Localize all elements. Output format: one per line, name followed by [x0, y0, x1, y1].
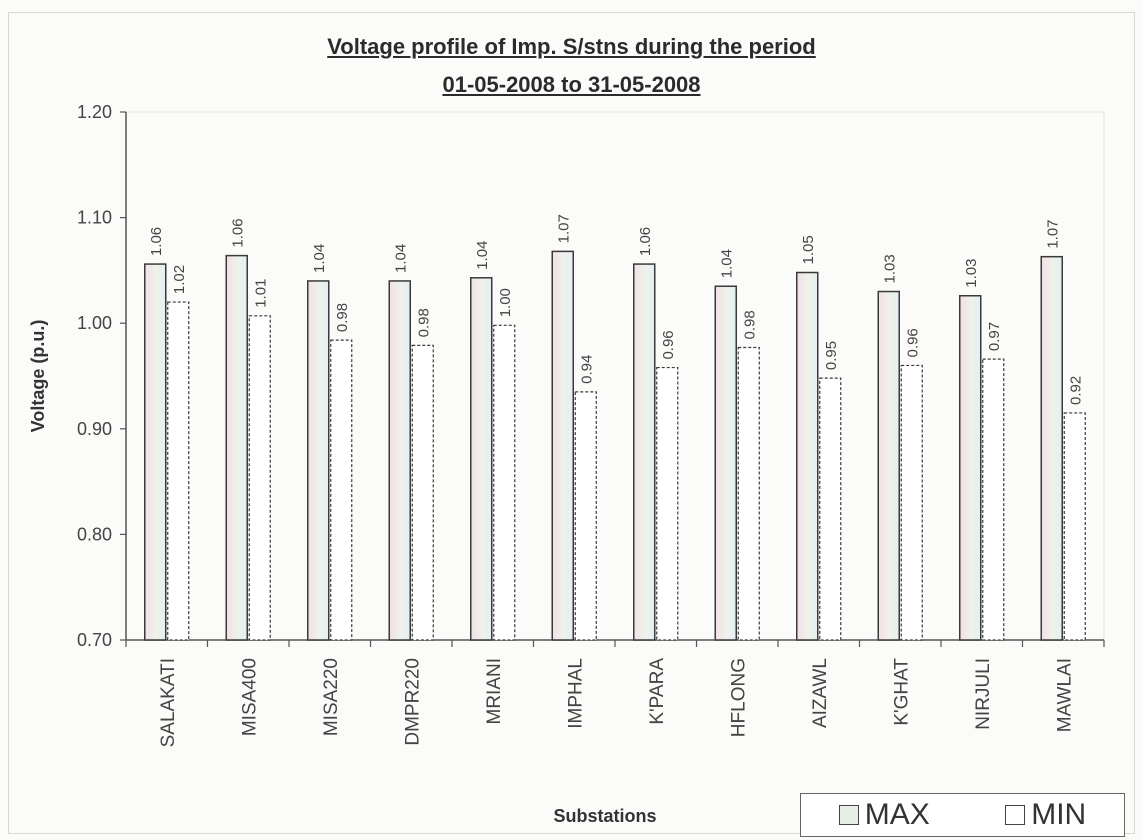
bar-min — [737, 346, 760, 641]
data-label-max: 1.04 — [311, 244, 328, 273]
data-label-max: 1.05 — [800, 235, 817, 264]
x-tick-label: K'GHAT — [891, 658, 912, 726]
bar-min — [330, 339, 353, 641]
x-tick-label: HFLONG — [728, 658, 749, 737]
bar-max — [144, 263, 167, 641]
data-label-min: 0.98 — [334, 303, 351, 332]
y-tick-label: 1.00 — [77, 313, 112, 333]
x-tick-label: K'PARA — [647, 658, 668, 725]
data-label-min: 0.94 — [579, 355, 596, 384]
y-tick-label: 0.90 — [77, 419, 112, 439]
legend-label-min: MIN — [1031, 798, 1087, 831]
data-label-min: 0.95 — [823, 341, 840, 370]
bar-min — [493, 324, 516, 641]
legend-item-max: MAX — [838, 798, 930, 832]
data-label-min: 0.98 — [416, 308, 433, 337]
data-label-max: 1.04 — [719, 249, 736, 278]
legend-swatch-max — [838, 805, 859, 825]
bar-min — [656, 366, 679, 641]
data-label-max: 1.07 — [1045, 219, 1062, 248]
x-tick-label: SALAKATI — [158, 658, 179, 747]
x-tick-label: NIRJULI — [973, 658, 994, 730]
x-tick-label: IMPHAL — [565, 658, 586, 729]
chart-subtitle: 01-05-2008 to 31-05-2008 — [442, 72, 701, 97]
legend-item-min: MIN — [1005, 798, 1086, 832]
bar-max — [551, 250, 574, 641]
data-label-min: 0.96 — [905, 328, 922, 357]
chart-frame — [8, 12, 1135, 834]
bar-max — [225, 254, 248, 641]
data-label-max: 1.04 — [474, 241, 491, 270]
x-tick-label: MISA220 — [321, 658, 342, 736]
bar-max — [959, 294, 982, 641]
bar-min — [1063, 412, 1086, 641]
data-label-min: 0.97 — [986, 322, 1003, 351]
data-label-min: 1.00 — [497, 288, 514, 317]
chart-title: Voltage profile of Imp. S/stns during th… — [327, 34, 816, 59]
bar-max — [633, 263, 656, 641]
x-tick-label: MISA400 — [239, 658, 260, 736]
legend-swatch-min — [1005, 805, 1026, 825]
y-tick-label: 0.80 — [77, 524, 112, 544]
legend-label-max: MAX — [864, 798, 930, 831]
data-label-max: 1.07 — [556, 214, 573, 243]
data-label-max: 1.06 — [230, 218, 247, 247]
plot-area — [125, 111, 1105, 641]
data-label-max: 1.03 — [963, 259, 980, 288]
bar-min — [982, 358, 1005, 641]
data-label-min: 0.98 — [742, 310, 759, 339]
data-label-min: 0.92 — [1068, 376, 1085, 405]
data-label-min: 1.02 — [171, 265, 188, 294]
x-tick-label: DMPR220 — [402, 658, 423, 746]
x-tick-label: AIZAWL — [810, 658, 831, 728]
y-tick-label: 1.10 — [77, 208, 112, 228]
bar-min — [248, 315, 271, 641]
bar-max — [877, 290, 900, 641]
x-axis-label: Substations — [553, 806, 656, 826]
bar-min — [167, 301, 190, 641]
y-tick-label: 1.20 — [77, 102, 112, 122]
y-axis-label: Voltage (p.u.) — [28, 320, 48, 433]
bar-min — [900, 364, 923, 641]
bar-max — [470, 277, 493, 641]
bar-min — [819, 377, 842, 641]
bar-max — [1040, 255, 1063, 641]
data-label-min: 0.96 — [660, 330, 677, 359]
data-label-max: 1.06 — [148, 227, 165, 256]
bar-min — [411, 344, 434, 641]
data-label-max: 1.03 — [882, 254, 899, 283]
legend: MAX MIN — [800, 793, 1125, 837]
data-label-max: 1.04 — [393, 244, 410, 273]
x-tick-label: MRIANI — [484, 658, 505, 725]
bar-max — [796, 271, 819, 641]
bar-min — [574, 391, 597, 641]
x-tick-label: MAWLAI — [1054, 658, 1075, 732]
bar-max — [307, 280, 330, 641]
bar-max — [388, 280, 411, 641]
y-tick-label: 0.70 — [77, 630, 112, 650]
data-label-min: 1.01 — [253, 279, 270, 308]
data-label-max: 1.06 — [637, 227, 654, 256]
bar-max — [714, 285, 737, 641]
